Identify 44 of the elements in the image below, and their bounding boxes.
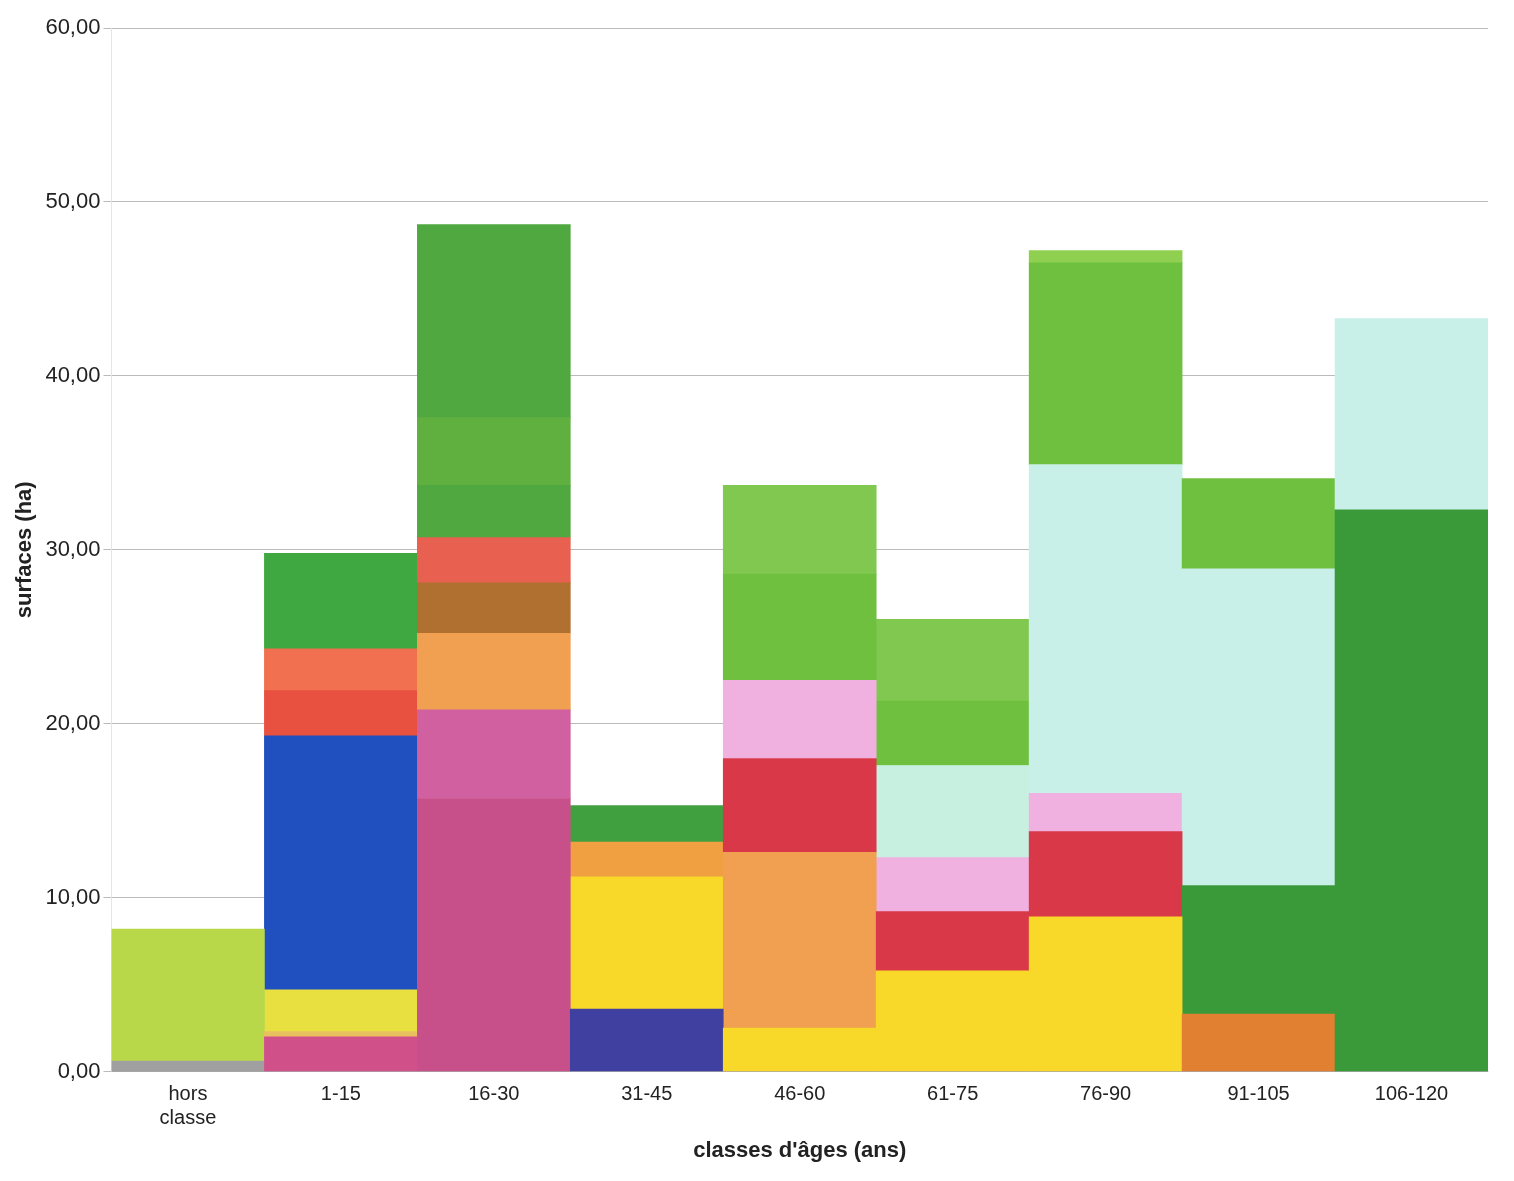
- bar: [264, 648, 418, 692]
- bar: [417, 582, 571, 634]
- bar: [875, 619, 1030, 702]
- bar: [875, 857, 1030, 912]
- bar: [1181, 1013, 1336, 1072]
- y-tick-label: 40,00: [45, 361, 101, 387]
- bar: [264, 989, 418, 1032]
- bar: [111, 1060, 265, 1072]
- bar: [264, 690, 418, 737]
- bar: [417, 632, 571, 711]
- bar: [1028, 250, 1183, 264]
- bar: [1028, 262, 1183, 465]
- bar: [875, 700, 1030, 766]
- bar: [569, 1008, 724, 1072]
- y-axis-title: surfaces (ha): [11, 481, 37, 619]
- y-tick-label: 60,00: [45, 14, 101, 40]
- bar: [417, 224, 571, 418]
- x-tick-label: 46-60: [774, 1082, 826, 1105]
- x-tick-label: hors classe: [159, 1082, 217, 1129]
- x-axis-title: classes d'âges (ans): [693, 1136, 907, 1162]
- bar: [722, 852, 877, 1029]
- x-tick-label: 16-30: [468, 1082, 520, 1105]
- y-tick-label: 10,00: [45, 883, 101, 909]
- y-tick-label: 0,00: [57, 1057, 101, 1083]
- bar: [264, 552, 418, 650]
- bar: [417, 537, 571, 584]
- bar: [569, 841, 724, 878]
- bar: [264, 735, 418, 991]
- bar: [1028, 792, 1183, 832]
- bar: [417, 709, 571, 799]
- bar: [569, 805, 724, 843]
- x-tick-label: 76-90: [1080, 1082, 1132, 1105]
- x-tick-label: 106-120: [1374, 1082, 1449, 1105]
- x-tick-label: 91-105: [1227, 1082, 1290, 1105]
- y-tick-label: 30,00: [45, 535, 101, 561]
- x-tick-label: 1-15: [320, 1082, 361, 1105]
- x-tick-label: 31-45: [621, 1082, 673, 1105]
- y-tick-label: 50,00: [45, 188, 101, 213]
- bar: [722, 485, 877, 575]
- bar: [111, 928, 265, 1062]
- bar: [722, 573, 877, 681]
- x-tick-label: 61-75: [927, 1082, 979, 1105]
- y-tick-label: 20,00: [45, 709, 101, 735]
- bar: [417, 417, 571, 486]
